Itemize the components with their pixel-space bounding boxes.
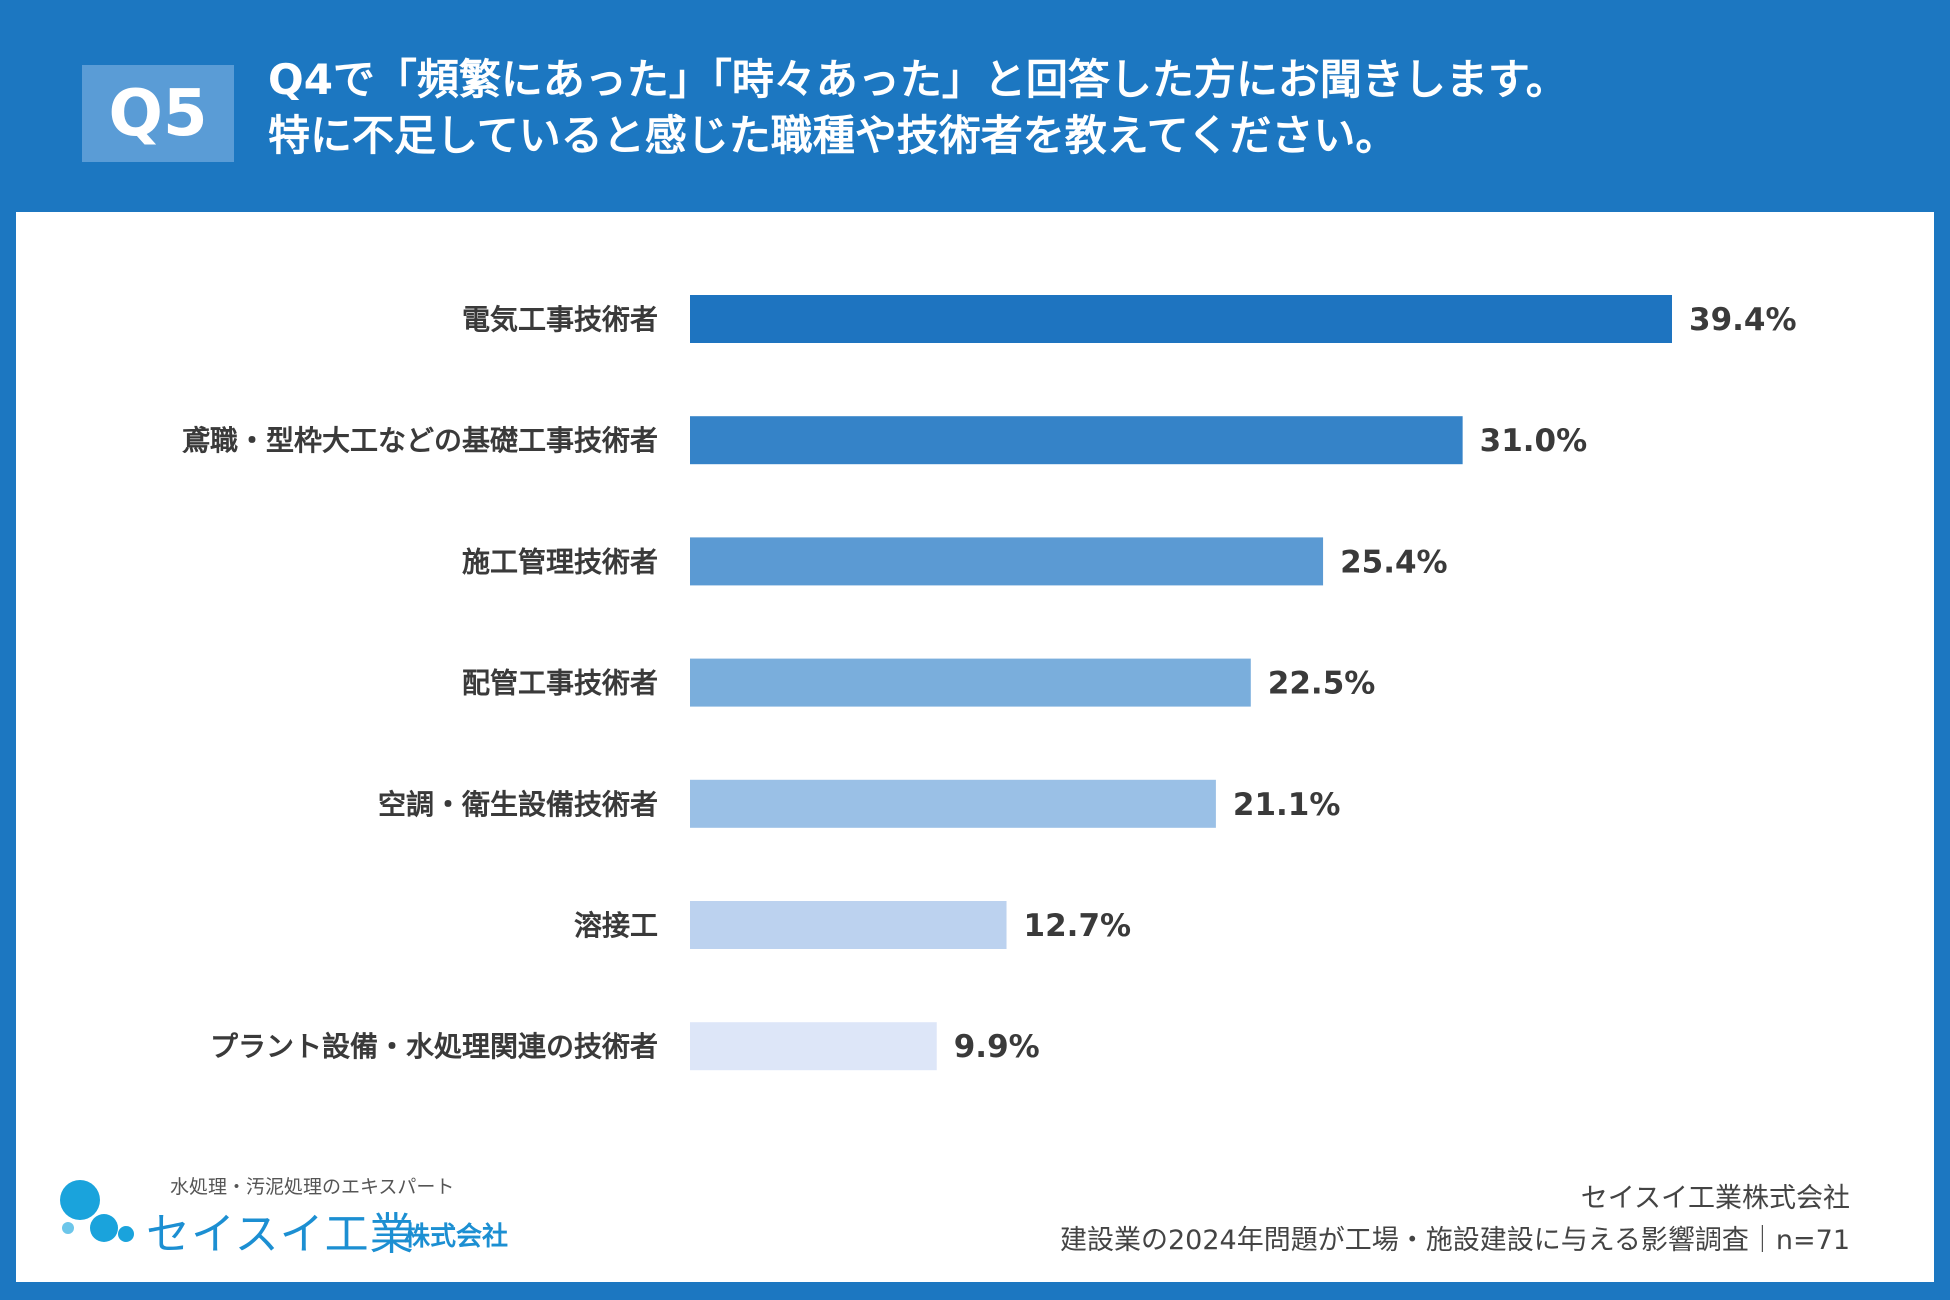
footer-source: セイスイ工業株式会社 建設業の2024年問題が工場・施設建設に与える影響調査｜n… [1060,1178,1850,1262]
bar-chart: 電気工事技術者 39.4% 鳶職・型枠大工などの基礎工事技術者 31.0% 施工管理技術… [182,295,1797,1071]
value-label: 21.1% [1233,787,1341,823]
value-label: 22.5% [1268,666,1376,702]
seisui-logo-icon [60,1180,134,1242]
category-label: プラント設備・水処理関連の技術者 [210,1030,658,1063]
logo-tagline: 水処理・汚泥処理のエキスパート [170,1176,455,1198]
category-label: 溶接工 [574,909,658,942]
logo-name: セイスイ工業 [146,1209,415,1260]
chart-panel: 電気工事技術者 39.4% 鳶職・型枠大工などの基礎工事技術者 31.0% 施工管理技術… [16,212,1934,1282]
question-title-line-2: 特に不足していると感じた職種や技術者を教えてください。 [268,111,1398,160]
category-label: 空調・衛生設備技術者 [378,788,658,821]
category-label: 配管工事技術者 [462,667,658,700]
bar [690,295,1672,343]
category-label: 電気工事技術者 [462,303,658,336]
bar [690,416,1463,465]
bar [690,779,1216,828]
footer-survey: 建設業の2024年問題が工場・施設建設に与える影響調査｜n=71 [1060,1225,1850,1256]
question-title-line-1: Q4で「頻繁にあった」「時々あった」と回答した方にお聞きします。 [268,55,1568,104]
bar [690,537,1324,586]
question-title: Q4で「頻繁にあった」「時々あった」と回答した方にお聞きします。 特に不足してい… [268,52,1908,164]
value-label: 31.0% [1480,423,1588,459]
category-label: 施工管理技術者 [462,545,658,578]
question-badge: Q5 [82,65,234,162]
value-label: 12.7% [1024,908,1132,944]
bar [690,901,1007,949]
footer-company: セイスイ工業株式会社 [1580,1183,1850,1214]
bar [690,1022,937,1071]
company-logo: 水処理・汚泥処理のエキスパート セイスイ工業 株式会社 [52,1172,572,1262]
value-label: 9.9% [954,1029,1040,1065]
logo-suffix: 株式会社 [404,1222,509,1252]
bar [690,658,1251,707]
header: Q5 Q4で「頻繁にあった」「時々あった」と回答した方にお聞きします。 特に不足… [0,0,1950,210]
value-label: 39.4% [1689,302,1797,338]
category-label: 鳶職・型枠大工などの基礎工事技術者 [182,424,658,457]
value-label: 25.4% [1340,544,1448,580]
